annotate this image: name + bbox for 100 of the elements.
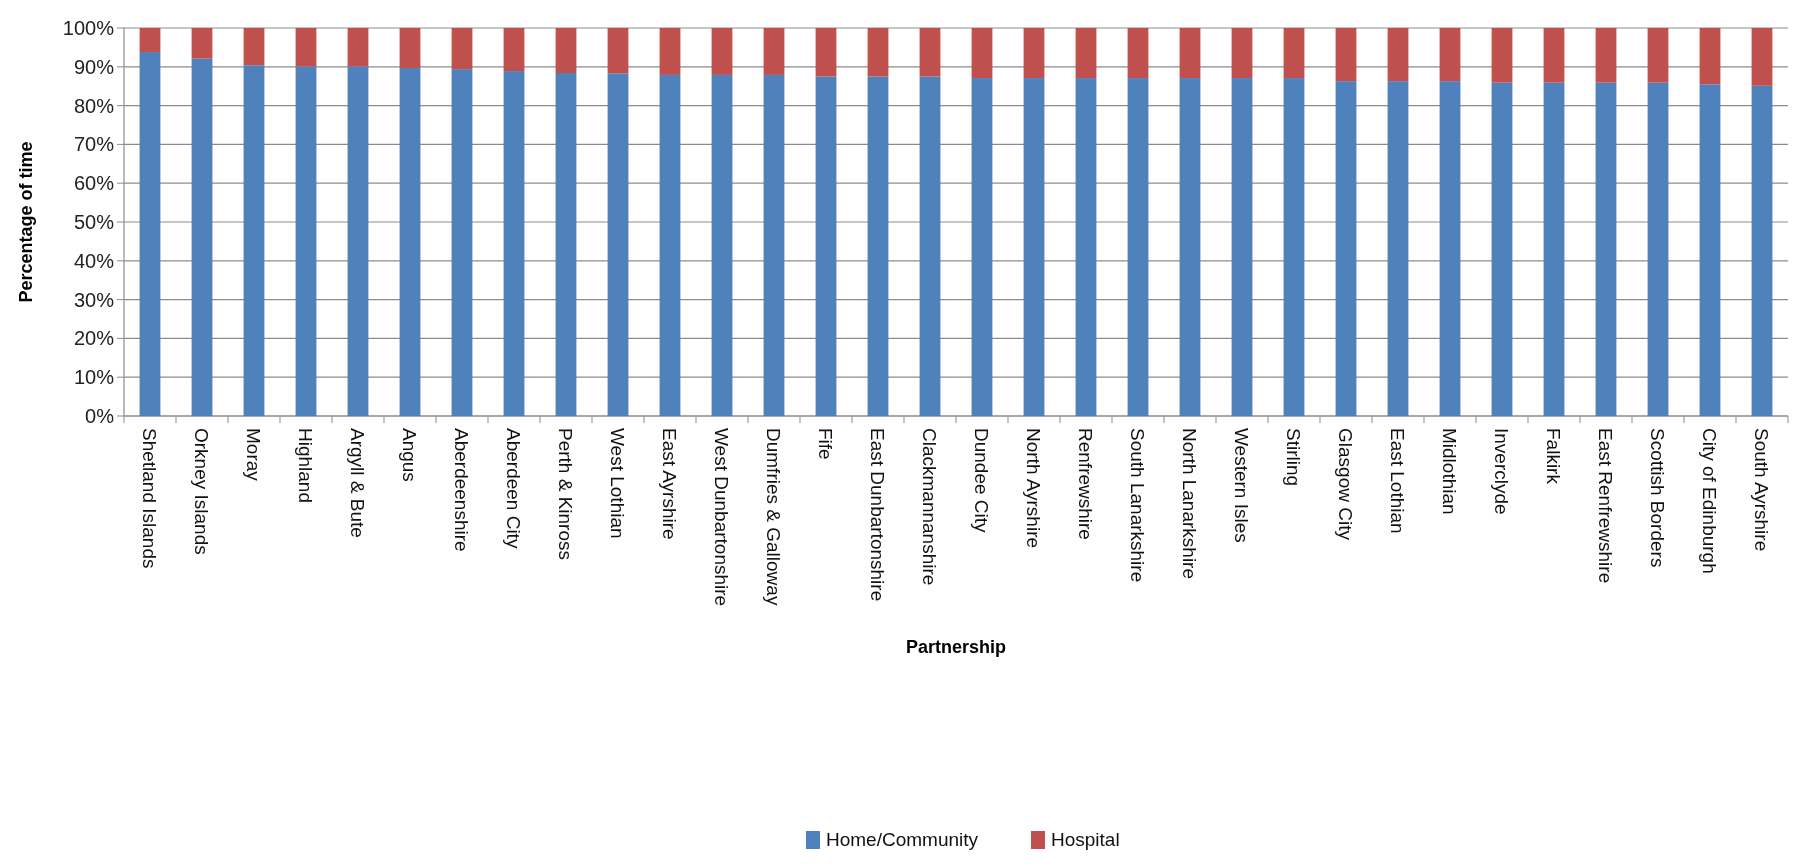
bar xyxy=(1751,28,1773,86)
bar xyxy=(711,74,733,416)
bar xyxy=(1439,81,1461,416)
bar xyxy=(1751,85,1773,416)
bar xyxy=(919,76,941,416)
y-tick-label: 30% xyxy=(73,288,115,311)
x-tick-label: Moray xyxy=(243,428,265,482)
bar xyxy=(191,58,213,416)
bar xyxy=(451,69,473,416)
bar xyxy=(451,28,473,70)
legend-label: Home/Community xyxy=(826,829,979,850)
bar xyxy=(1335,81,1357,416)
x-tick-label: Midlothian xyxy=(1439,428,1461,515)
bar xyxy=(347,66,369,416)
bar xyxy=(139,28,161,53)
bar xyxy=(1491,28,1513,83)
x-tick-label: Aberdeenshire xyxy=(451,428,473,552)
bar xyxy=(1595,82,1617,416)
bar xyxy=(1595,28,1617,83)
bar xyxy=(815,28,837,77)
bar xyxy=(1543,28,1565,83)
bar xyxy=(1231,78,1253,416)
bar xyxy=(1647,82,1669,416)
bar xyxy=(243,65,265,416)
x-tick-label: Inverclyde xyxy=(1491,428,1513,515)
bar xyxy=(815,76,837,416)
bar xyxy=(607,28,629,74)
bar xyxy=(503,28,525,72)
x-tick-label: West Dunbartonshire xyxy=(711,428,733,607)
x-tick-label: North Lanarkshire xyxy=(1179,428,1201,580)
x-tick-label: South Ayrshire xyxy=(1751,428,1773,552)
x-tick-label: Orkney Islands xyxy=(191,428,213,555)
x-tick-label: Aberdeen City xyxy=(503,428,525,549)
bar xyxy=(971,78,993,416)
bar xyxy=(347,28,369,67)
bar xyxy=(243,28,265,66)
y-tick-label: 0% xyxy=(85,405,115,427)
bar xyxy=(1647,28,1669,83)
x-tick-label: Dumfries & Galloway xyxy=(763,428,785,606)
y-tick-label: 50% xyxy=(73,211,115,233)
bar xyxy=(763,74,785,416)
x-tick-label: Glasgow City xyxy=(1335,428,1357,541)
y-tick-label: 60% xyxy=(73,172,115,195)
bar xyxy=(503,71,525,416)
bar xyxy=(971,28,993,79)
x-tick-label: East Renfrewshire xyxy=(1595,428,1617,584)
bar xyxy=(1387,28,1409,82)
x-tick-label: North Ayrshire xyxy=(1023,428,1045,549)
x-tick-label: East Ayrshire xyxy=(659,428,681,540)
x-tick-label: Angus xyxy=(399,428,421,482)
bar xyxy=(867,76,889,416)
bar xyxy=(1283,78,1305,416)
bar xyxy=(1075,28,1097,79)
x-tick-label: East Lothian xyxy=(1387,428,1409,534)
bar xyxy=(1179,78,1201,416)
y-tick-label: 90% xyxy=(73,55,115,78)
bar xyxy=(1127,78,1149,416)
bar xyxy=(1491,82,1513,416)
bar xyxy=(1075,78,1097,416)
x-tick-label: Highland xyxy=(295,428,317,503)
bar xyxy=(711,28,733,75)
y-tick-label: 100% xyxy=(62,17,115,39)
x-tick-label: Perth & Kinross xyxy=(555,428,577,560)
y-tick-label: 40% xyxy=(73,249,115,272)
bar xyxy=(1699,28,1721,85)
x-tick-label: Dundee City xyxy=(971,428,993,534)
x-tick-label: East Dunbartonshire xyxy=(867,428,889,602)
x-tick-label: Clackmannanshire xyxy=(919,428,941,586)
bar xyxy=(295,66,317,416)
bar xyxy=(1283,28,1305,79)
bar xyxy=(867,28,889,77)
y-tick-label: 20% xyxy=(73,327,115,350)
bar xyxy=(1023,28,1045,79)
x-tick-label: City of Edinburgh xyxy=(1699,428,1721,574)
bar xyxy=(139,52,161,416)
y-axis-title: Percentage of time xyxy=(16,141,36,303)
bar xyxy=(919,28,941,77)
x-tick-label: Argyll & Bute xyxy=(347,428,369,538)
bar xyxy=(399,67,421,416)
y-tick-label: 80% xyxy=(73,94,115,117)
bar xyxy=(659,28,681,75)
bar xyxy=(555,73,577,416)
bar xyxy=(1543,82,1565,416)
bar xyxy=(1179,28,1201,79)
bar xyxy=(763,28,785,75)
x-tick-label: South Lanarkshire xyxy=(1127,428,1149,583)
x-tick-label: Shetland Islands xyxy=(139,428,161,569)
x-axis-title: Partnership xyxy=(905,637,1007,657)
x-tick-label: Renfrewshire xyxy=(1075,428,1097,540)
x-tick-label: Fife xyxy=(815,428,837,460)
x-tick-label: West Lothian xyxy=(607,428,629,539)
bar xyxy=(295,28,317,67)
bar xyxy=(399,28,421,68)
y-tick-label: 70% xyxy=(73,133,115,156)
y-tick-label: 10% xyxy=(73,366,115,389)
x-tick-label: Scottish Borders xyxy=(1647,428,1669,568)
bar xyxy=(1231,28,1253,79)
bar xyxy=(607,73,629,416)
x-tick-label: Stirling xyxy=(1283,428,1305,487)
bar xyxy=(1335,28,1357,82)
